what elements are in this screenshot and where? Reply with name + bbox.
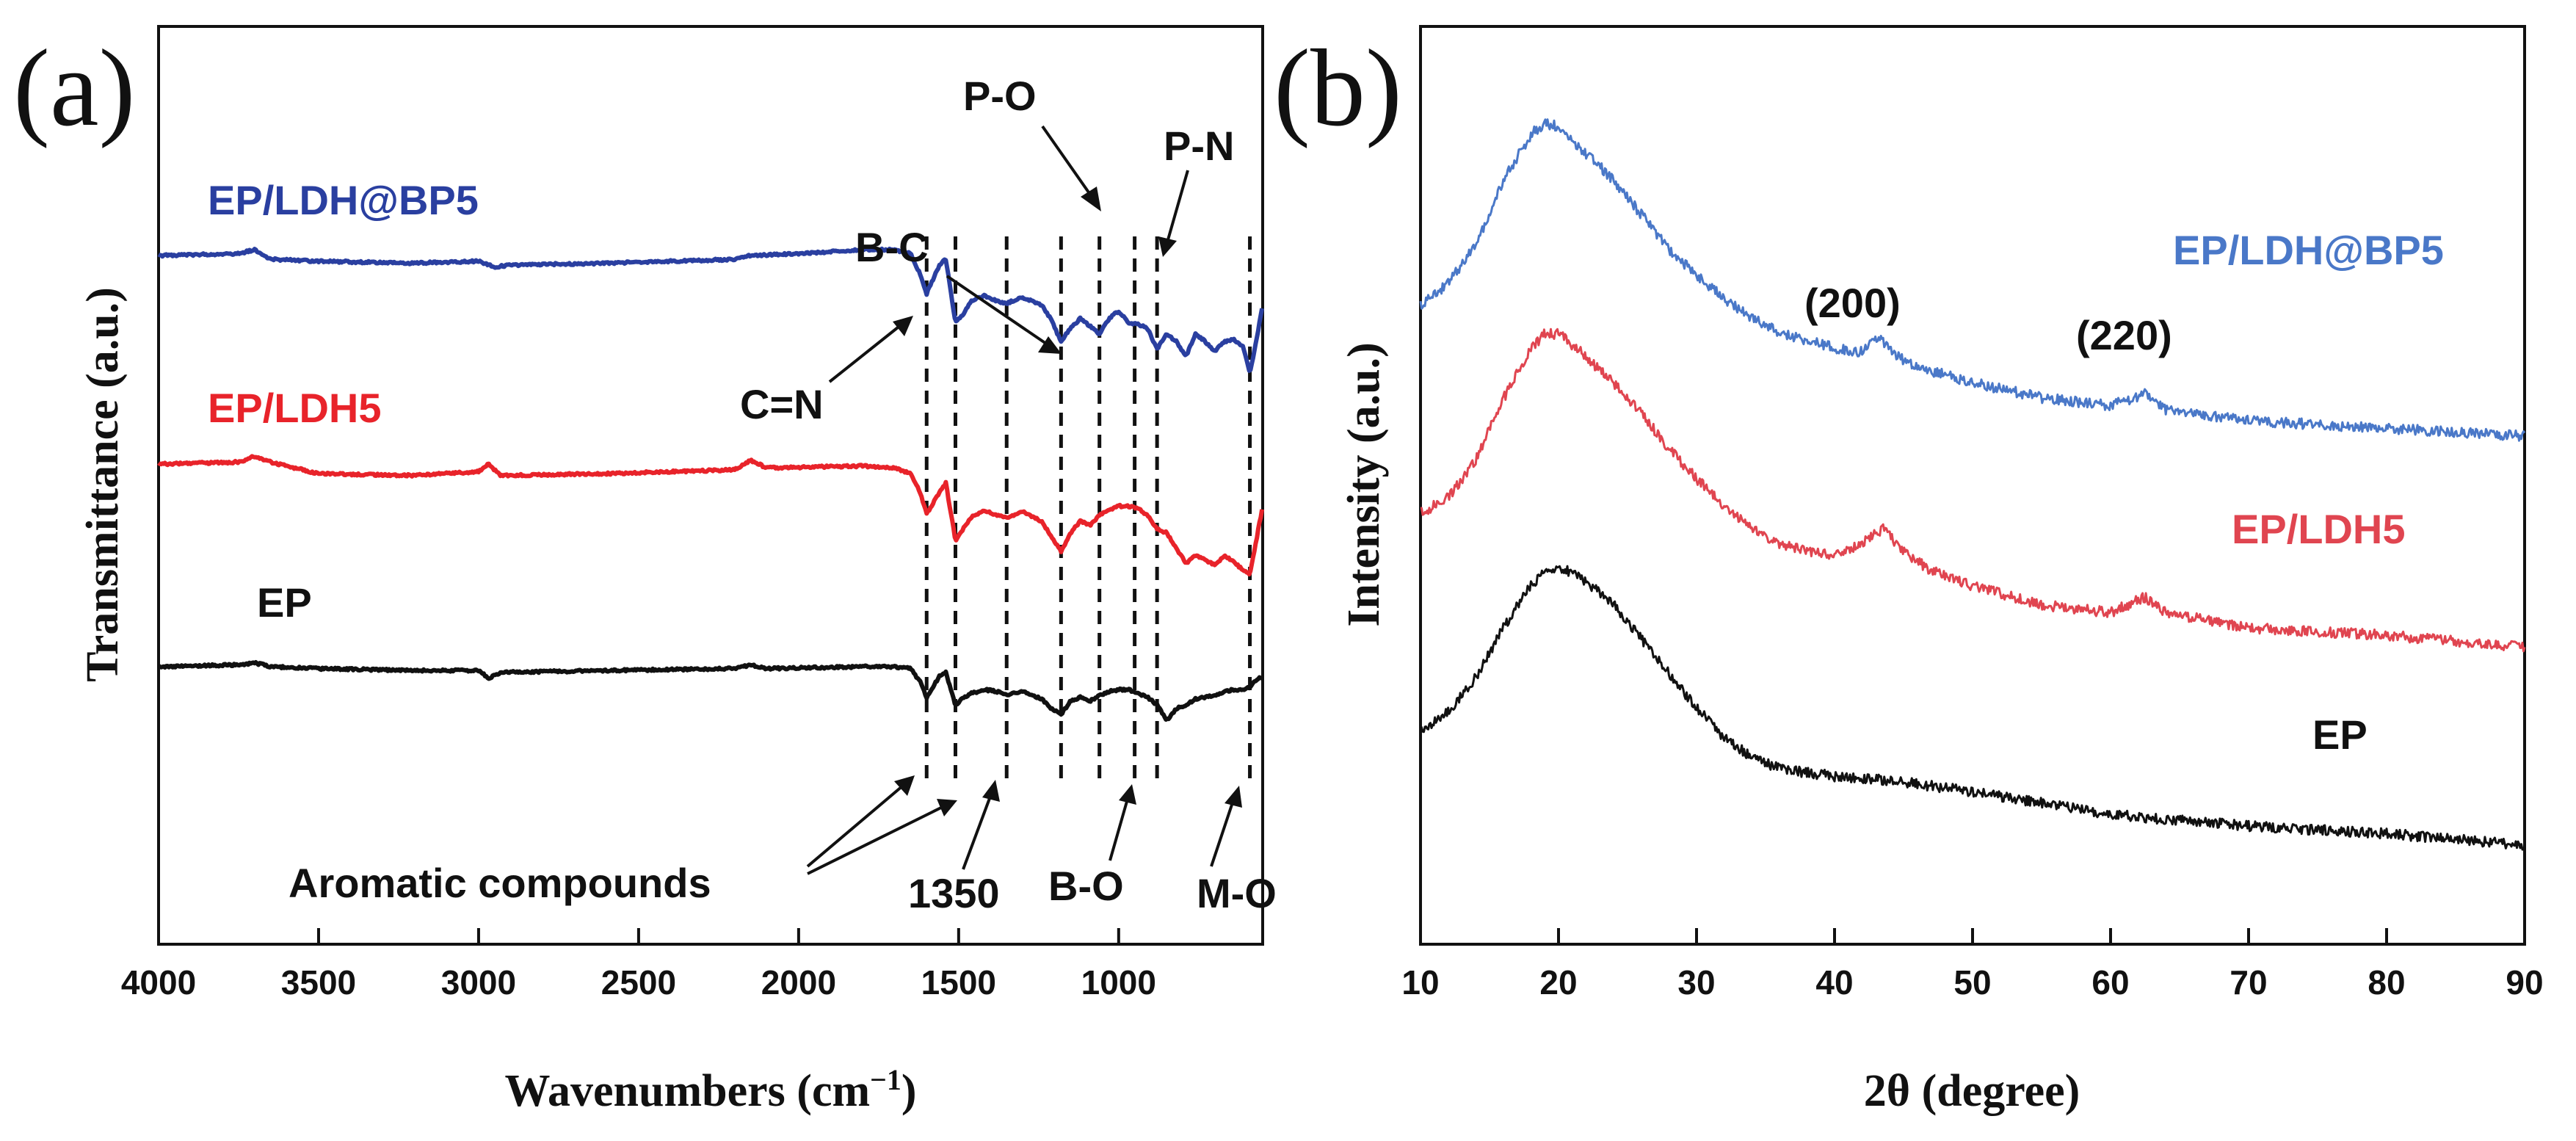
panel-a-arrowhead-p-n xyxy=(1158,236,1177,257)
panel-b-x-ticks: 10 20 30 40 50 60 70 80 90 xyxy=(1401,928,2544,1001)
panel-a-x-ticks: 4000 3500 3000 2500 2000 1500 1000 xyxy=(121,928,1156,1001)
panel-a-arrow-c-n xyxy=(828,323,903,383)
panel-a-reference-lines xyxy=(924,236,1252,786)
panel-a-arrow-p-n xyxy=(1166,170,1189,243)
panel-a-annotation-p-o: P-O xyxy=(963,73,1037,119)
panel-b-x-tick-label: 10 xyxy=(1401,963,1439,1001)
panel-a-arrow-b-o xyxy=(1109,798,1129,861)
panel-a-arrow-aromatic-2 xyxy=(807,805,945,875)
panel-a-arrowhead-aromatic-2 xyxy=(937,799,957,816)
panel-b-series-line xyxy=(1419,565,2525,851)
panel-a-arrowhead-p-o xyxy=(1081,186,1101,211)
panel-a: (a) 4000 3500 3000 2500 2000 1500 1000 EP/LDH@… xyxy=(13,25,1277,1117)
panel-a-series-line xyxy=(157,246,1265,373)
panel-b-x-tick-label: 30 xyxy=(1677,963,1715,1001)
panel-a-arrowhead-m-o xyxy=(1224,786,1242,808)
panel-a-series-label-ep-ldh5: EP/LDH5 xyxy=(208,385,382,431)
panel-a-x-axis-title-main: Wavenumbers (cm xyxy=(504,1066,870,1116)
panel-a-x-tick-label: 1500 xyxy=(921,963,996,1001)
panel-b-series-line xyxy=(1420,327,2526,653)
panel-a-x-tick-label: 3000 xyxy=(441,963,516,1001)
panel-a-arrowhead-aromatic-1 xyxy=(894,775,915,796)
panel-b-x-tick-label: 90 xyxy=(2506,963,2543,1001)
panel-b-annotation-220: (220) xyxy=(2076,312,2172,358)
panel-a-x-tick-label: 3500 xyxy=(281,963,356,1001)
panel-a-x-tick-label: 2000 xyxy=(761,963,836,1001)
panel-a-arrowhead-c-n xyxy=(893,316,913,336)
panel-a-annotation-c-n: C=N xyxy=(740,381,824,427)
panel-b-x-tick-label: 80 xyxy=(2368,963,2405,1001)
panel-a-annotation-1350: 1350 xyxy=(908,870,1000,916)
panel-a-arrow-b-c xyxy=(946,275,1050,347)
panel-b-series-label-ep: EP xyxy=(2312,711,2368,758)
panel-a-arrowhead-1350 xyxy=(982,780,1000,802)
panel-a-arrow-1350 xyxy=(962,794,993,870)
panel-b-x-axis-title: 2θ (degree) xyxy=(1864,1066,2080,1116)
panel-b-x-tick-label: 60 xyxy=(2091,963,2129,1001)
panel-a-x-axis-title-close: ) xyxy=(901,1066,917,1116)
panel-b-series-label-ep-ldh-bp5: EP/LDH@BP5 xyxy=(2173,227,2444,273)
panel-a-annotation-m-o: M-O xyxy=(1197,870,1277,916)
panel-a-arrow-p-o xyxy=(1041,125,1095,201)
panel-a-annotation-b-c: B-C xyxy=(855,224,929,270)
panel-b: (b) 10 20 30 40 50 60 70 80 90 EP/LDH@BP5 EP/LDH… xyxy=(1274,25,2544,1116)
panel-b-plot-frame xyxy=(1419,25,2526,946)
panel-a-letter: (a) xyxy=(13,27,135,149)
panel-a-arrowhead-b-o xyxy=(1119,784,1136,805)
panel-b-annotation-200: (200) xyxy=(1804,280,1901,326)
panel-a-series-line xyxy=(156,660,1264,722)
panel-a-x-tick-label: 2500 xyxy=(601,963,676,1001)
panel-a-x-axis-title-superscript: −1 xyxy=(870,1063,901,1096)
panel-b-x-tick-label: 70 xyxy=(2229,963,2267,1001)
panel-a-arrow-m-o xyxy=(1210,800,1235,867)
panel-a-arrowhead-p-bc xyxy=(1038,336,1062,354)
panel-a-series-label-ep: EP xyxy=(257,579,312,626)
panel-a-series xyxy=(156,246,1265,722)
panel-b-letter: (b) xyxy=(1274,27,1402,149)
panel-b-y-axis-title: Intensity (a.u.) xyxy=(1339,342,1389,627)
panel-a-series-label-ep-ldh-bp5: EP/LDH@BP5 xyxy=(208,177,479,223)
panel-a-annotation-p-n: P-N xyxy=(1164,123,1234,169)
panel-a-y-axis-title: Transmittance (a.u.) xyxy=(78,287,128,682)
panel-a-x-tick-label: 1000 xyxy=(1081,963,1156,1001)
panel-b-series-label-ep-ldh5: EP/LDH5 xyxy=(2232,506,2406,552)
panel-b-x-tick-label: 40 xyxy=(1815,963,1853,1001)
panel-a-plot-frame xyxy=(157,25,1264,946)
panel-a-annotation-aromatic: Aromatic compounds xyxy=(289,860,711,906)
panel-a-series-line xyxy=(157,454,1265,577)
panel-b-x-tick-label: 20 xyxy=(1539,963,1577,1001)
panel-a-annotation-b-o: B-O xyxy=(1048,863,1124,909)
panel-a-x-axis-title: Wavenumbers (cm−1) xyxy=(504,1063,916,1117)
panel-b-series-line xyxy=(1419,118,2526,442)
panel-b-x-tick-label: 50 xyxy=(1953,963,1991,1001)
panel-a-x-tick-label: 4000 xyxy=(121,963,196,1001)
panel-b-series xyxy=(1419,118,2526,851)
panel-a-arrow-aromatic-1 xyxy=(806,784,904,868)
